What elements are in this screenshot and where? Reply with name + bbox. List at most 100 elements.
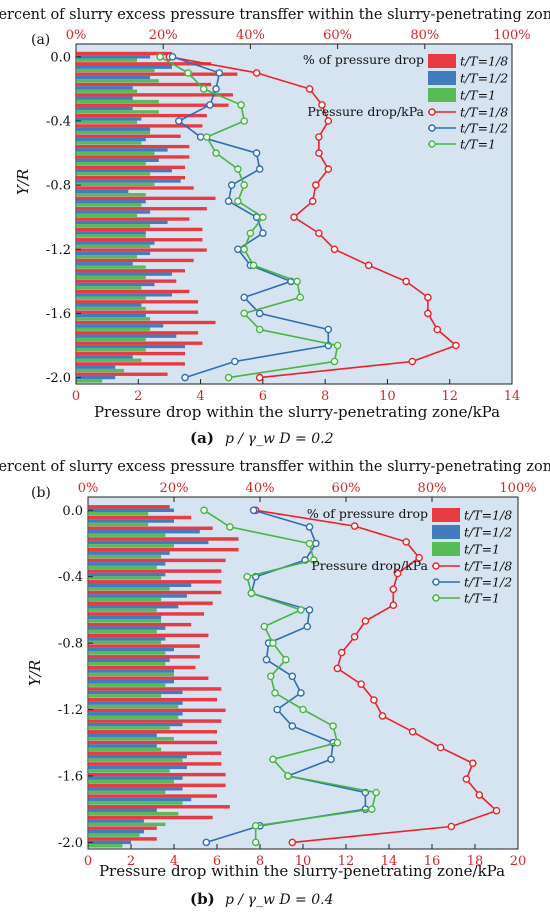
- panel-b-point-t-1: [226, 523, 234, 531]
- panel-b-bar-t-1: [88, 790, 166, 794]
- panel-a-point-t-1: [234, 165, 242, 173]
- panel-b-top-tick-label: 80%: [418, 481, 447, 496]
- panel-a-point-t-1-2: [168, 53, 177, 61]
- panel-b-bar-t-1-2: [88, 733, 157, 737]
- panel-b-y-tick-label: -2.0: [58, 836, 83, 851]
- panel-b-point-t-1-2: [249, 506, 258, 515]
- panel-a-bar-t-1-2: [76, 241, 155, 245]
- panel-a-point-t-1-8: [424, 309, 432, 318]
- panel-b-point-t-1-2: [297, 689, 305, 697]
- panel-a-bar-t-1-8: [76, 72, 238, 76]
- panel-a-bar-t-1: [76, 306, 146, 311]
- panel-a-point-t-1-2: [240, 293, 248, 302]
- panel-b-point-t-1-8: [350, 633, 359, 641]
- panel-b-legend-bar-label: t/T=1: [464, 542, 500, 557]
- panel-a-point-t-1-2: [206, 101, 214, 109]
- panel-a-bar-t-1: [76, 58, 138, 62]
- panel-a-point-t-1: [330, 357, 339, 366]
- panel-a-bar-t-1: [76, 68, 155, 73]
- panel-b-x-tick-label: 18: [467, 854, 484, 869]
- panel-a-bar-t-1-2: [76, 220, 168, 225]
- panel-a-legend: % of pressure drop t/T=1/8t/T=1/2t/T=1Pre…: [303, 52, 508, 152]
- panel-a-y-tick-label: 0.0: [50, 50, 71, 65]
- panel-b-point-t-1-2: [288, 672, 297, 681]
- panel-a-point-t-1-2: [230, 357, 239, 366]
- panel-b-point-t-1: [367, 805, 376, 814]
- panel-a-bar-t-1-8: [76, 238, 203, 242]
- panel-b-bar-t-1-8: [88, 515, 192, 520]
- panel-a-bar-t-1-2: [76, 231, 146, 235]
- panel-a-point-t-1-8: [318, 101, 326, 109]
- panel-b-top-tick-label: 20%: [160, 481, 189, 496]
- panel-a-bar-t-1: [76, 265, 146, 269]
- panel-b-point-t-1-8: [389, 585, 398, 594]
- panel-b-point-t-1: [297, 606, 305, 614]
- panel-a-bar-t-1-8: [76, 113, 207, 118]
- panel-a-bar-t-1-2: [76, 127, 151, 131]
- panel-a-bar-t-1-8: [76, 300, 199, 304]
- panel-b-bar-t-1-8: [88, 601, 213, 605]
- panel-b-point-t-1: [284, 772, 292, 780]
- panel-a-top-tick-label: 0%: [66, 28, 87, 43]
- panel-b-bar-t-1-2: [88, 626, 166, 630]
- panel-b-bar-t-1-2: [88, 508, 174, 513]
- panel-a-bar-t-1-8: [76, 289, 190, 294]
- panel-b-bar-t-1-2: [88, 744, 157, 748]
- panel-b-bar-t-1-2: [88, 829, 144, 834]
- panel-b-x-tick-label: 4: [170, 854, 178, 869]
- panel-b-bar-t-1-8: [88, 547, 239, 552]
- panel-b-bar-t-1: [88, 726, 170, 730]
- panel-a-point-t-1-2: [181, 373, 189, 382]
- panel-a-legend-marker-t-1-2: [428, 124, 436, 132]
- panel-a-bar-t-1-8: [76, 103, 229, 107]
- panel-b-bar-t-1: [88, 640, 162, 645]
- panel-b-point-t-1-8: [402, 538, 411, 546]
- panel-b-x-tick-label: 12: [338, 854, 355, 869]
- panel-b-bar-t-1: [88, 704, 179, 709]
- panel-b-bar-t-1-2: [88, 562, 166, 566]
- panel-b-bar-t-1-2: [88, 840, 131, 845]
- panel-b-bar-t-1: [88, 715, 179, 719]
- panel-b-bar-t-1-2: [88, 797, 192, 802]
- panel-b-bar-t-1: [88, 565, 157, 570]
- panel-b-point-t-1: [243, 572, 251, 581]
- panel-b-y-tick-label: -1.6: [58, 769, 83, 784]
- panel-a-top-tick-label: 40%: [236, 28, 265, 43]
- panel-b-point-t-1-2: [303, 622, 312, 631]
- panel-b-bar-t-1-8: [88, 655, 200, 659]
- panel-b-caption-formula: p / γ_w D = 0.4: [225, 892, 334, 908]
- panel-b-legend-swatch-t-1-8: [432, 508, 460, 522]
- panel-a-bar-t-1-2: [76, 65, 172, 69]
- panel-b-legend-marker-t-1-2: [432, 578, 440, 586]
- panel-a-bar-t-1-8: [76, 351, 185, 356]
- panel-a-point-t-1: [249, 261, 258, 270]
- panel-a-bar-t-1-2: [76, 158, 159, 162]
- panel-a-point-t-1-8: [408, 357, 417, 366]
- panel-b-point-t-1: [269, 755, 277, 764]
- panel-b-point-t-1: [269, 639, 277, 647]
- panel-b-bar-t-1: [88, 736, 174, 741]
- panel-a-bar-t-1-8: [76, 258, 194, 263]
- panel-b-bar-t-1-8: [88, 837, 157, 841]
- panel-a-point-t-1: [199, 85, 208, 93]
- panel-a-point-t-1-2: [252, 149, 261, 157]
- panel-a-bar-t-1-2: [76, 375, 116, 380]
- panel-a-axes: 0 2 4 6 8 10 12 14 0% 20% 40% 60% 80% 100% 0.0 -0.4 -0.8…: [46, 28, 531, 404]
- panel-a-point-t-1: [184, 69, 192, 77]
- panel-b-bar-t-1: [88, 544, 174, 548]
- panel-b-y-tick-label: -1.2: [58, 703, 83, 718]
- panel-b-point-t-1-8: [350, 522, 359, 530]
- panel-b-bar-t-1: [88, 779, 174, 784]
- panel-a-bar-t-1-8: [76, 155, 190, 159]
- panel-b-bar-t-1: [88, 747, 162, 752]
- panel-b-bar-t-1: [88, 801, 183, 805]
- panel-a-x-tick-label: 8: [321, 389, 329, 404]
- panel-a-bar-t-1-2: [76, 293, 172, 297]
- panel-b-bar-t-1-2: [88, 765, 187, 770]
- panel-b-top-tick-label: 40%: [246, 481, 275, 496]
- panel-a-legend-line-label: t/T=1/8: [460, 105, 508, 120]
- panel-a-point-t-1: [240, 245, 248, 254]
- panel-a-bar-t-1-2: [76, 303, 142, 307]
- panel-a-legend-bar-label: t/T=1/8: [460, 54, 508, 69]
- panel-a-point-t-1-2: [174, 117, 183, 125]
